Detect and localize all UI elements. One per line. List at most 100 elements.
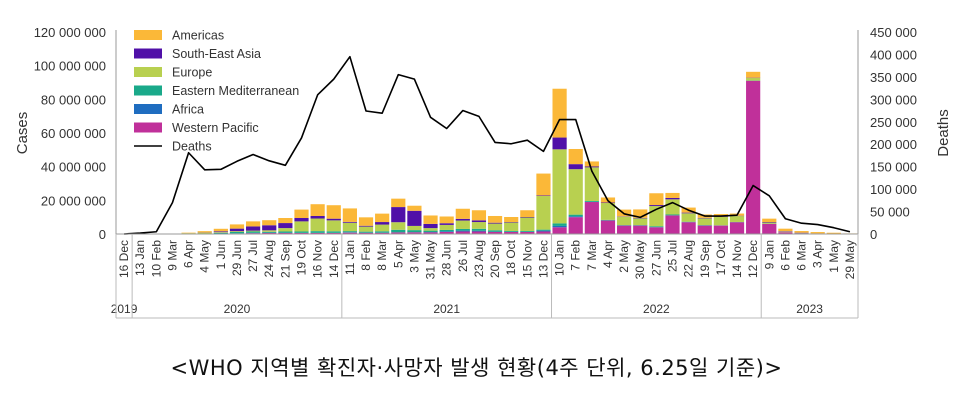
x-tick-label: 13 Dec	[536, 240, 550, 278]
bar-segment	[423, 230, 438, 232]
bar-segment	[439, 231, 454, 234]
bar-segment	[423, 232, 438, 234]
year-label: 2020	[224, 302, 251, 316]
bar-segment	[262, 232, 277, 234]
x-tick-label: 26 Jul	[456, 240, 470, 272]
chart-container: 0 20 000 000 40 000 000 60 000 000 80 000 00…	[14, 25, 952, 319]
bar-segment	[455, 231, 470, 234]
x-tick-label: 8 Mar	[375, 240, 389, 271]
bar-segment	[584, 167, 599, 202]
x-tick-label: 12 Dec	[746, 240, 760, 278]
bar-segment	[294, 232, 309, 234]
year-label: 2019	[111, 302, 138, 316]
x-tick-label: 2 May	[617, 240, 631, 273]
bar-segment	[229, 228, 245, 232]
bar-segment	[246, 226, 261, 231]
bar-segment	[294, 209, 309, 219]
legend-label: Africa	[172, 103, 204, 117]
bar-segment	[633, 218, 648, 226]
bar-segment	[520, 231, 535, 234]
bar-segment	[568, 169, 583, 215]
bar-segment	[197, 232, 212, 234]
x-tick-label: 14 Nov	[730, 240, 744, 278]
bar-segment	[762, 222, 777, 224]
bar-segment	[407, 205, 422, 211]
bar-segment	[504, 216, 519, 223]
bar-segment	[423, 228, 438, 231]
bar-segment	[326, 232, 341, 234]
bar-segment	[584, 166, 599, 168]
bar-segment	[794, 231, 809, 233]
bar-segment	[213, 232, 228, 234]
bar-segment	[229, 231, 245, 234]
bar-segment	[487, 215, 503, 223]
bar-segment	[617, 225, 632, 234]
x-tick-label: 19 Oct	[295, 239, 309, 275]
bar-segment	[326, 205, 341, 219]
y-axis-title: Cases	[14, 112, 31, 155]
bar-segment	[358, 231, 374, 233]
legend-swatch	[134, 85, 162, 96]
y2-tick-label: 0	[870, 227, 877, 242]
bar-segment	[342, 232, 357, 234]
y2-tick-label: 400 000	[870, 47, 917, 62]
bar-segment	[665, 192, 680, 198]
bar-segment	[229, 224, 245, 229]
bar-segment	[342, 231, 357, 233]
bar-segment	[487, 222, 503, 224]
x-tick-label: 1 May	[827, 240, 841, 273]
bar-segment	[681, 213, 696, 222]
bar-segment	[746, 80, 761, 234]
bar-segment	[246, 221, 261, 227]
bar-segment	[600, 220, 616, 234]
bar-segment	[294, 221, 309, 232]
x-tick-label: 8 Feb	[359, 240, 373, 271]
bar-segment	[794, 232, 809, 234]
x-tick-label: 9 Mar	[165, 240, 179, 271]
bar-segment	[762, 222, 777, 223]
bar-segment	[391, 229, 406, 233]
bar-segment	[568, 164, 583, 170]
bar-segment	[729, 216, 745, 222]
y-tick-label: 120 000 000	[34, 25, 106, 40]
bar-segment	[294, 231, 309, 233]
bar-segment	[310, 231, 325, 233]
bar-segment	[568, 148, 583, 165]
bar-segment	[584, 201, 599, 202]
bar-segment	[665, 215, 680, 234]
bar-segment	[697, 217, 712, 219]
bar-segment	[375, 213, 390, 223]
y2-tick-label: 150 000	[870, 160, 917, 175]
bar-segment	[471, 220, 487, 223]
x-tick-label: 18 Oct	[504, 239, 518, 275]
bar-segment	[536, 195, 551, 196]
y2-tick-label: 450 000	[870, 25, 917, 40]
bar-segment	[407, 210, 422, 226]
bar-segment	[439, 229, 454, 232]
bar-segment	[617, 216, 632, 226]
bar-segment	[246, 230, 261, 232]
bar-segment	[568, 217, 583, 234]
bar-segment	[375, 222, 390, 225]
bar-segment	[520, 217, 535, 231]
legend-swatch	[134, 30, 162, 40]
x-tick-label: 24 Aug	[262, 240, 276, 277]
bar-segment	[536, 195, 551, 230]
bar-segment	[746, 78, 761, 81]
bar-segment	[778, 231, 793, 232]
bar-segment	[294, 218, 309, 222]
bar-segment	[455, 230, 470, 232]
bar-segment	[536, 173, 551, 196]
bar-segment	[536, 229, 551, 231]
x-tick-label: 30 May	[633, 240, 647, 279]
bar-segment	[504, 222, 519, 223]
x-tick-label: 20 Sep	[488, 240, 502, 278]
bar-segment	[649, 193, 664, 206]
bar-segment	[407, 232, 422, 234]
year-label: 2022	[643, 302, 670, 316]
bar-segment	[375, 232, 390, 234]
bar-segment	[584, 161, 599, 167]
bar-segment	[471, 231, 487, 234]
bar-segment	[278, 232, 293, 234]
y2-tick-label: 50 000	[870, 205, 910, 220]
